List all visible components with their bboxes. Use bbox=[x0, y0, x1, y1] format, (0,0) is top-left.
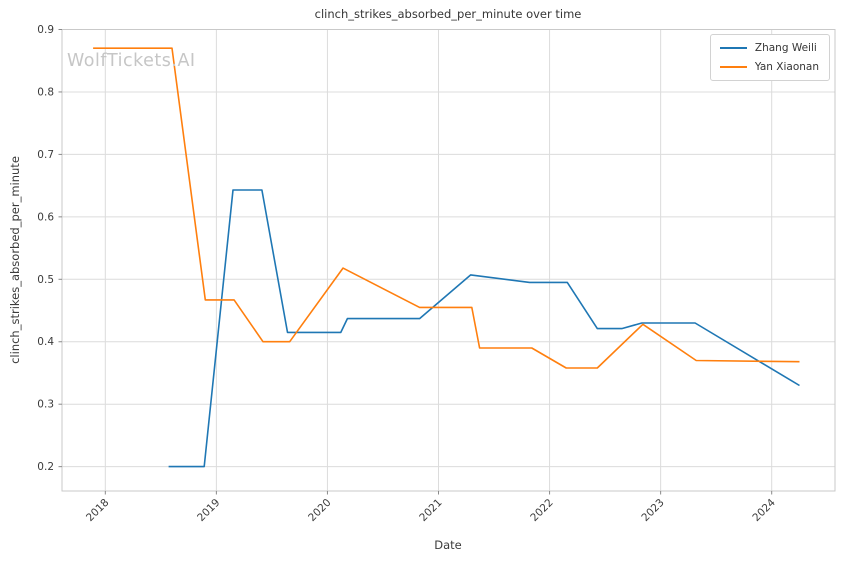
y-tick-label: 0.2 bbox=[37, 461, 54, 473]
x-axis-label: Date bbox=[434, 538, 462, 552]
chart-title: clinch_strikes_absorbed_per_minute over … bbox=[314, 7, 582, 21]
legend-label: Zhang Weili bbox=[754, 42, 817, 54]
series-line-zhang-weili bbox=[168, 189, 800, 468]
x-tick-label: 2024 bbox=[750, 496, 778, 524]
y-tick-label: 0.8 bbox=[37, 86, 54, 98]
y-tick-label: 0.9 bbox=[37, 24, 54, 36]
plot-border bbox=[61, 29, 836, 492]
x-tick-label: 2019 bbox=[195, 497, 222, 524]
x-tick-label: 2022 bbox=[528, 497, 555, 524]
watermark: WolfTickets.AI bbox=[67, 51, 196, 71]
x-tick-label: 2020 bbox=[306, 497, 333, 524]
x-tick-label: 2023 bbox=[639, 497, 666, 524]
legend-line-swatch-orange bbox=[719, 66, 747, 68]
series-line-yan-xiaonan bbox=[93, 47, 800, 369]
y-tick-label: 0.6 bbox=[37, 211, 54, 223]
legend-item-yan-xiaonan: Yan Xiaonan bbox=[719, 61, 819, 73]
x-tick-label: 2018 bbox=[84, 497, 111, 524]
x-tick-label: 2021 bbox=[417, 497, 444, 524]
legend-line-swatch-blue bbox=[719, 47, 747, 49]
y-tick-label: 0.7 bbox=[37, 149, 54, 161]
legend-item-zhang-weili: Zhang Weili bbox=[719, 42, 819, 54]
y-tick-label: 0.4 bbox=[37, 336, 54, 348]
y-tick-label: 0.5 bbox=[37, 274, 54, 286]
y-tick-label: 0.3 bbox=[37, 399, 54, 411]
legend: Zhang Weili Yan Xiaonan bbox=[709, 34, 830, 81]
y-axis-label: clinch_strikes_absorbed_per_minute bbox=[8, 156, 22, 364]
legend-label: Yan Xiaonan bbox=[754, 61, 819, 73]
